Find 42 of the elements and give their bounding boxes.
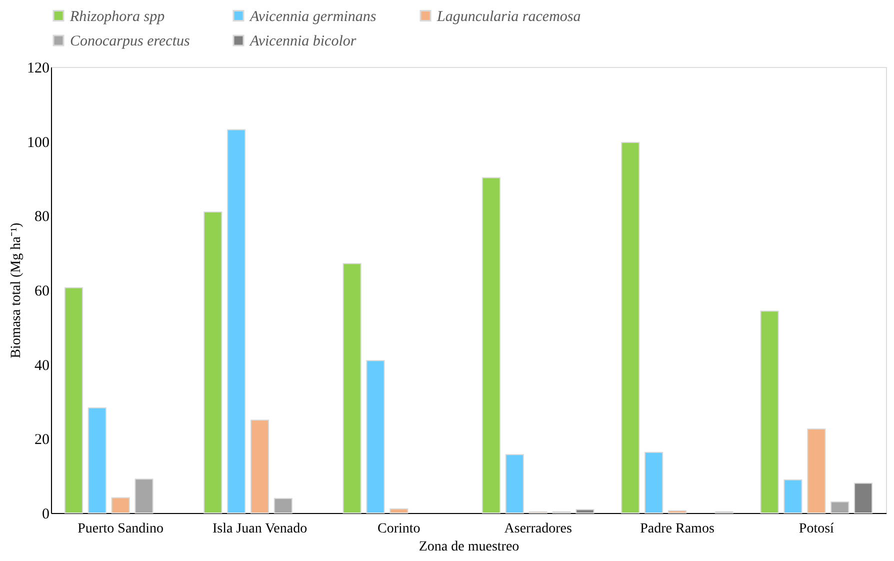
- bar: [854, 482, 873, 514]
- bar: [342, 263, 362, 514]
- legend-label: Rhizophora spp: [69, 8, 166, 25]
- legend-label: Avicennia bicolor: [249, 34, 356, 50]
- bar: [830, 501, 850, 514]
- y-tick-label: 100: [27, 134, 50, 151]
- bar: [390, 508, 408, 514]
- bar: [668, 510, 687, 514]
- bar: [111, 497, 130, 514]
- bar: [505, 454, 524, 514]
- legend-label: Laguncularia racemosa: [436, 8, 581, 25]
- bar: [204, 211, 222, 514]
- x-tick-label: Aserradores: [504, 522, 572, 536]
- y-tick-label: 80: [34, 209, 50, 226]
- bar: [366, 360, 385, 514]
- x-tick-label: Puerto Sandino: [78, 522, 164, 536]
- y-tick-label: 120: [27, 60, 50, 76]
- y-tick-label: 20: [34, 432, 50, 448]
- bar: [644, 452, 664, 514]
- bar: [576, 509, 594, 514]
- y-tick-label: 0: [42, 506, 50, 522]
- x-axis-title: Zona de muestreo: [418, 540, 520, 554]
- bar: [760, 310, 779, 514]
- legend-label: Avicennia germinans: [249, 8, 376, 25]
- x-tick-label: Padre Ramos: [640, 522, 714, 536]
- bar: [784, 479, 802, 514]
- bar: [227, 129, 246, 514]
- bar: [134, 478, 154, 514]
- bar: [88, 407, 106, 514]
- x-tick-label: Potosí: [798, 522, 834, 536]
- y-tick-label: 60: [34, 284, 50, 300]
- bar: [64, 287, 83, 514]
- x-tick-label: Isla Juan Venado: [212, 522, 308, 536]
- bar: [807, 428, 826, 514]
- bar: [482, 177, 500, 514]
- legend-label: Conocarpus erectus: [70, 34, 190, 50]
- y-axis-title: Biomasa total (Mg ha⁻¹): [9, 222, 24, 358]
- bar: [621, 142, 640, 514]
- x-tick-label: Corinto: [378, 522, 420, 536]
- y-tick-label: 40: [34, 358, 50, 374]
- bar: [250, 420, 270, 514]
- bar: [274, 498, 292, 514]
